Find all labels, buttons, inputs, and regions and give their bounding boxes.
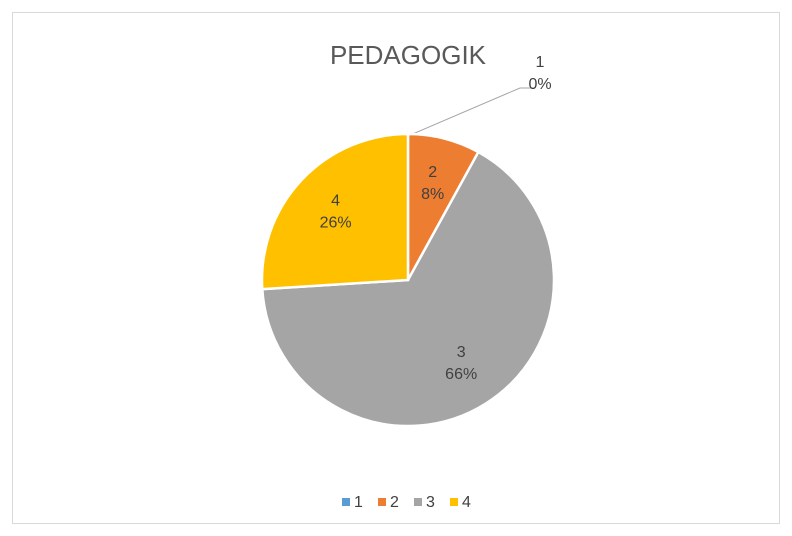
legend-swatch (414, 498, 422, 506)
data-label-name: 1 (536, 54, 545, 71)
pie-slice (260, 132, 410, 291)
legend-label: 4 (462, 494, 471, 511)
leader-line (407, 87, 533, 137)
legend-label: 1 (354, 494, 363, 511)
data-label-value: 26% (320, 214, 352, 231)
pie-slice (260, 150, 556, 428)
legend-swatch (450, 498, 458, 506)
legend-label: 3 (426, 494, 435, 511)
data-label-value: 8% (421, 186, 444, 203)
legend-swatch (378, 498, 386, 506)
legend-swatch (342, 498, 350, 506)
data-label-name: 4 (331, 192, 340, 209)
chart-title: PEDAGOGIK (330, 40, 487, 70)
data-label-value: 0% (528, 76, 551, 93)
data-label-name: 2 (428, 164, 437, 181)
data-label-value: 66% (445, 366, 477, 383)
data-label-name: 3 (457, 344, 466, 361)
legend-label: 2 (390, 494, 399, 511)
